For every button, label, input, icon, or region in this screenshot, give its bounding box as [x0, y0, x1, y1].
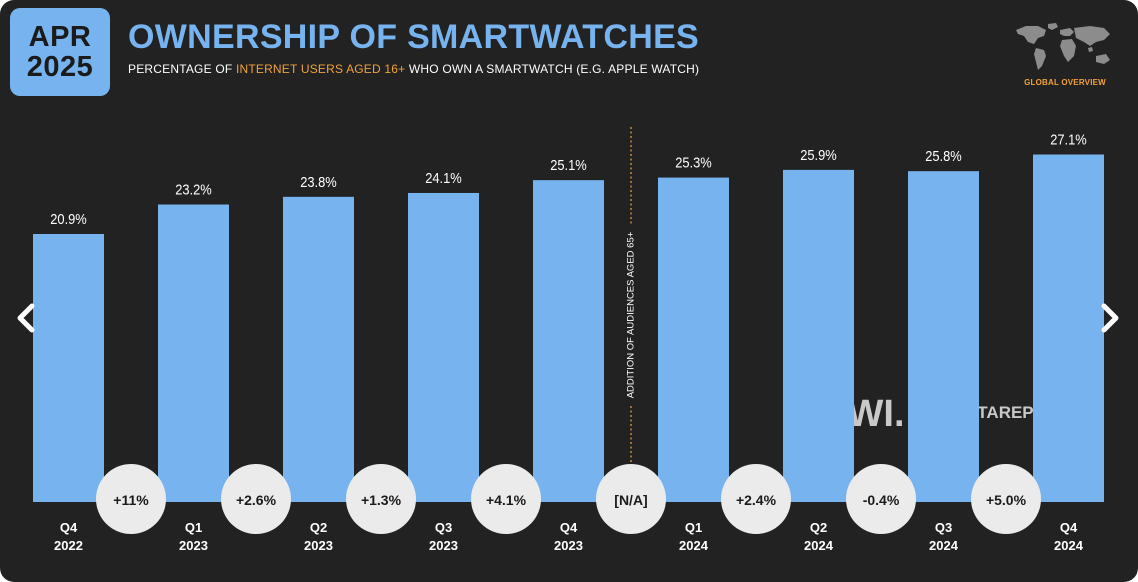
change-circle-6 [846, 464, 916, 534]
x-tick-year-4: 2023 [554, 538, 583, 553]
subtitle-highlight: INTERNET USERS AGED 16+ [235, 62, 406, 76]
world-map-icon [1016, 23, 1110, 70]
change-circle-3 [471, 464, 541, 534]
annotation-text: ADDITION OF AUDIENCES AGED 65+ [626, 231, 637, 398]
badge-year: 2025 [26, 51, 94, 83]
bar-0 [33, 234, 104, 503]
subtitle-post: WHO OWN A SMARTWATCH (E.G. APPLE WATCH) [405, 62, 700, 76]
value-label-7: 25.8% [925, 147, 962, 164]
x-tick-quarter-4: Q4 [560, 520, 578, 535]
change-circle-4 [596, 464, 666, 534]
x-tick-quarter-7: Q3 [935, 520, 952, 535]
change-label-5: +2.4% [736, 492, 777, 508]
value-label-6: 25.9% [800, 146, 837, 163]
value-label-0: 20.9% [50, 210, 87, 227]
bar-2 [283, 196, 354, 502]
x-tick-year-7: 2024 [929, 538, 959, 553]
x-tick-quarter-3: Q3 [435, 520, 452, 535]
change-circle-1 [221, 464, 291, 534]
value-label-4: 25.1% [550, 156, 587, 173]
change-label-1: +2.6% [236, 492, 277, 508]
chart-title: OWNERSHIP OF SMARTWATCHES [128, 18, 700, 56]
x-tick-year-5: 2024 [679, 538, 709, 553]
annotation-backdrop [623, 226, 639, 404]
bar-4 [533, 180, 604, 502]
value-label-8: 27.1% [1050, 131, 1087, 148]
change-label-7: +5.0% [986, 492, 1027, 508]
bar-6 [783, 169, 854, 502]
x-tick-year-6: 2024 [804, 538, 834, 553]
change-circle-2 [346, 464, 416, 534]
x-tick-year-1: 2023 [179, 538, 208, 553]
change-label-3: +4.1% [486, 492, 527, 508]
date-badge: APR 2025 [10, 8, 110, 96]
value-label-1: 23.2% [175, 181, 212, 198]
change-circle-0 [96, 464, 166, 534]
chevron-left-icon[interactable] [13, 302, 39, 334]
chevron-right-icon[interactable] [1097, 302, 1123, 334]
x-tick-year-0: 2022 [54, 538, 83, 553]
bar-5 [658, 177, 729, 502]
change-label-0: +11% [113, 492, 149, 508]
change-label-4: [N/A] [614, 492, 647, 508]
value-label-2: 23.8% [300, 173, 337, 190]
x-tick-year-8: 2024 [1054, 538, 1084, 553]
region-label: GLOBAL OVERVIEW [1024, 78, 1106, 87]
bar-1 [158, 204, 229, 503]
bar-3 [408, 192, 479, 502]
bar-8 [1033, 154, 1104, 502]
change-label-2: +1.3% [361, 492, 402, 508]
change-circle-7 [971, 464, 1041, 534]
value-label-5: 25.3% [675, 154, 712, 171]
x-tick-quarter-0: Q4 [60, 520, 78, 535]
chart-subtitle: PERCENTAGE OF INTERNET USERS AGED 16+ WH… [128, 62, 699, 76]
change-label-6: -0.4% [863, 492, 900, 508]
x-tick-quarter-6: Q2 [810, 520, 827, 535]
bar-7 [908, 171, 979, 502]
value-label-3: 24.1% [425, 169, 462, 186]
subtitle-pre: PERCENTAGE OF [128, 62, 236, 76]
x-tick-quarter-2: Q2 [310, 520, 327, 535]
x-tick-year-2: 2023 [304, 538, 333, 553]
x-tick-year-3: 2023 [429, 538, 458, 553]
x-tick-quarter-8: Q4 [1060, 520, 1078, 535]
badge-month: APR [28, 21, 92, 53]
x-tick-quarter-5: Q1 [685, 520, 702, 535]
change-circle-5 [721, 464, 791, 534]
x-tick-quarter-1: Q1 [185, 520, 202, 535]
